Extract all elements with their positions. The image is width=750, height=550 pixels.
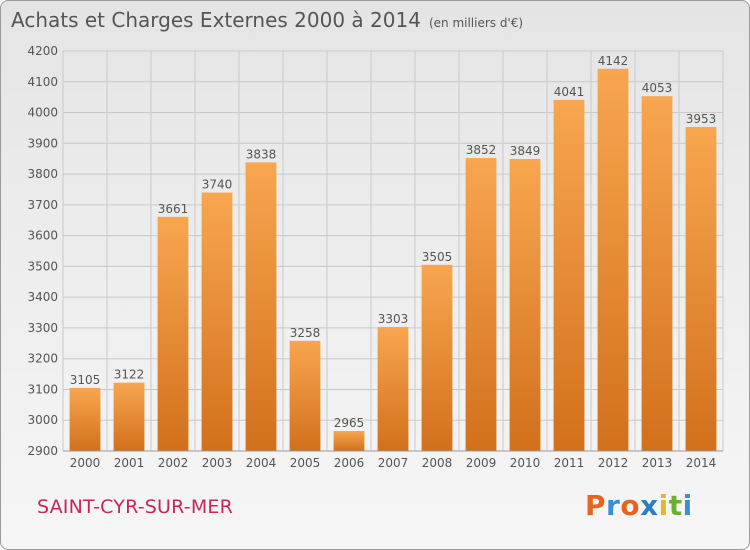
- bar-2004: [245, 162, 277, 451]
- x-tick-label-2014: 2014: [686, 456, 717, 470]
- bar-2001: [113, 382, 145, 451]
- bar-2013: [641, 96, 673, 451]
- bar-2012: [597, 68, 629, 451]
- bar-2007: [377, 327, 409, 451]
- logo-letter: r: [606, 489, 621, 522]
- x-tick-label-2003: 2003: [202, 456, 233, 470]
- bar-2010: [509, 159, 541, 451]
- logo-letter: i: [658, 489, 669, 522]
- y-tick-label-3600: 3600: [27, 229, 58, 243]
- axis-layer: 2900 3000 3100 3200 3300 3400 3500 3600 3700 3800…: [27, 44, 723, 470]
- y-tick-label-3100: 3100: [27, 382, 58, 396]
- x-tick-label-2011: 2011: [554, 456, 585, 470]
- data-label-2002: 3661: [158, 202, 189, 216]
- y-tick-label-3300: 3300: [27, 321, 58, 335]
- bar-layer: [69, 68, 717, 452]
- bar-2014: [685, 127, 717, 451]
- logo-letter: o: [620, 489, 641, 522]
- bar-2003: [201, 192, 233, 452]
- x-tick-label-2002: 2002: [158, 456, 189, 470]
- y-tick-label-3500: 3500: [27, 259, 58, 273]
- data-label-2001: 3122: [114, 368, 145, 382]
- commune-name: SAINT-CYR-SUR-MER: [37, 496, 234, 518]
- bar-2005: [289, 340, 321, 451]
- chart-title-text: Achats et Charges Externes 2000 à 2014: [11, 8, 421, 32]
- data-label-2000: 3105: [70, 373, 101, 387]
- x-tick-label-2007: 2007: [378, 456, 409, 470]
- data-label-2005: 3258: [290, 326, 321, 340]
- bar-2006: [333, 431, 365, 451]
- data-label-2009: 3852: [466, 143, 497, 157]
- logo-letter: t: [668, 489, 683, 522]
- y-tick-label-3200: 3200: [27, 352, 58, 366]
- logo-letter: x: [640, 489, 659, 522]
- bar-2000: [69, 387, 101, 451]
- x-tick-label-2004: 2004: [246, 456, 277, 470]
- logo-letter: P: [585, 489, 607, 522]
- x-tick-label-2008: 2008: [422, 456, 453, 470]
- y-tick-label-3700: 3700: [27, 198, 58, 212]
- data-label-2006: 2965: [334, 416, 365, 430]
- bar-2002: [157, 216, 189, 451]
- logo-letter: i: [682, 489, 693, 522]
- x-tick-label-2009: 2009: [466, 456, 497, 470]
- proxiti-logo: Proxiti: [585, 489, 693, 522]
- data-label-2010: 3849: [510, 144, 541, 158]
- data-label-2007: 3303: [378, 312, 409, 326]
- data-label-2014: 3953: [686, 112, 717, 126]
- chart-unit: (en milliers d'€): [428, 16, 524, 30]
- x-tick-label-2013: 2013: [642, 456, 673, 470]
- bar-2008: [421, 264, 453, 451]
- x-tick-label-2000: 2000: [70, 456, 101, 470]
- y-tick-label-3800: 3800: [27, 167, 58, 181]
- bar-2011: [553, 99, 585, 451]
- data-label-2004: 3838: [246, 147, 277, 161]
- data-label-2008: 3505: [422, 250, 453, 264]
- x-tick-label-2012: 2012: [598, 456, 629, 470]
- data-label-2003: 3740: [202, 178, 233, 192]
- bar-2009: [465, 158, 497, 452]
- y-tick-label-3000: 3000: [27, 413, 58, 427]
- chart-title: Achats et Charges Externes 2000 à 2014 (e…: [11, 8, 523, 32]
- y-tick-label-3400: 3400: [27, 290, 58, 304]
- y-tick-label-4000: 4000: [27, 106, 58, 120]
- data-label-2012: 4142: [598, 54, 629, 68]
- y-tick-label-3900: 3900: [27, 136, 58, 150]
- data-label-2011: 4041: [554, 85, 585, 99]
- data-label-2013: 4053: [642, 81, 673, 95]
- x-tick-label-2006: 2006: [334, 456, 365, 470]
- x-tick-label-2010: 2010: [510, 456, 541, 470]
- x-tick-label-2001: 2001: [114, 456, 145, 470]
- y-tick-label-4100: 4100: [27, 75, 58, 89]
- x-tick-label-2005: 2005: [290, 456, 321, 470]
- y-tick-label-2900: 2900: [27, 444, 58, 458]
- y-tick-label-4200: 4200: [27, 44, 58, 58]
